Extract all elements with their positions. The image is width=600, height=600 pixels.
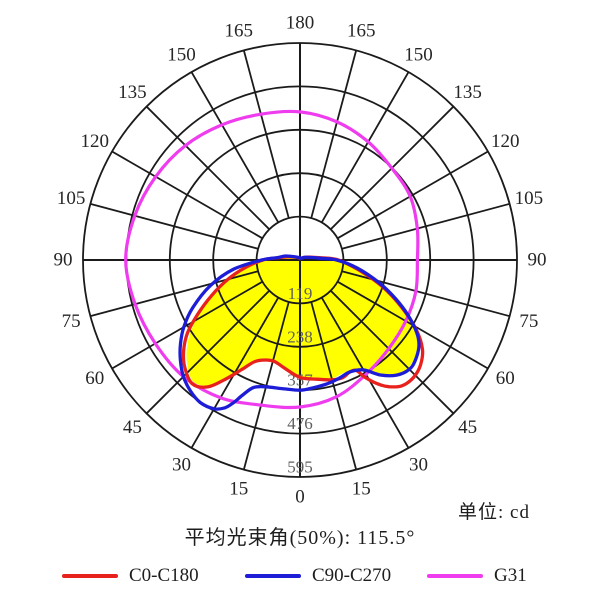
beam-angle-label: 平均光束角(50%): 115.5° (184, 527, 416, 549)
curve-g31 (124, 109, 420, 410)
angle-label: 105 (515, 188, 544, 209)
angle-label: 30 (409, 455, 428, 476)
angle-label: 45 (458, 417, 477, 438)
grid-spoke (111, 150, 263, 240)
grid-spoke (310, 50, 358, 219)
angle-label: 75 (519, 311, 538, 332)
angle-label: 150 (167, 44, 196, 65)
ring-value-label: 119 (288, 284, 313, 303)
grid-spoke (341, 202, 510, 250)
red-line-swatch (62, 574, 118, 578)
angle-label: 30 (172, 455, 191, 476)
legend: C0-C180 C90-C270 G31 (0, 563, 600, 589)
angle-label: 90 (528, 250, 547, 271)
curve-c90-c270 (178, 254, 421, 411)
grid-spoke (90, 202, 259, 250)
magenta-line-swatch (427, 574, 483, 578)
legend-label: G31 (494, 565, 527, 586)
angle-label: 150 (404, 44, 433, 65)
angle-label: 90 (54, 250, 73, 271)
ring-value-label: 476 (287, 414, 313, 433)
angle-label: 60 (85, 368, 104, 389)
angle-label: 165 (347, 21, 376, 42)
angle-label: 165 (224, 21, 253, 42)
angle-label: 15 (229, 478, 248, 499)
legend-item-c90-c270: C90-C270 (245, 563, 391, 589)
grid-spoke (242, 50, 290, 219)
grid-spoke (337, 150, 489, 240)
legend-item-g31: G31 (427, 563, 527, 589)
grid-spoke (145, 105, 270, 230)
angle-label: 120 (491, 131, 520, 152)
angle-label: 75 (62, 311, 81, 332)
grid-spoke (310, 301, 358, 470)
intensity-fill (186, 257, 418, 386)
angle-label: 135 (118, 82, 147, 103)
angle-label: 105 (57, 188, 86, 209)
grid-spoke (111, 280, 263, 370)
angle-label: 0 (295, 487, 305, 508)
angle-label: 120 (81, 131, 110, 152)
grid-spoke (190, 71, 280, 223)
grid-spoke (330, 290, 455, 415)
angle-label: 45 (123, 417, 142, 438)
unit-label: 单位: cd (458, 502, 530, 523)
grid-spoke (320, 71, 410, 223)
grid-spoke (320, 297, 410, 449)
angle-label: 135 (453, 82, 482, 103)
ring-value-label: 238 (287, 327, 313, 346)
angle-label: 180 (286, 13, 315, 34)
grid-spoke (145, 290, 270, 415)
ring-value-label: 595 (287, 458, 313, 477)
angle-label: 15 (352, 478, 371, 499)
blue-line-swatch (245, 574, 301, 578)
legend-label: C90-C270 (312, 565, 392, 586)
legend-label: C0-C180 (129, 565, 199, 586)
legend-item-c0-c180: C0-C180 (62, 563, 199, 589)
angle-label: 60 (496, 368, 515, 389)
